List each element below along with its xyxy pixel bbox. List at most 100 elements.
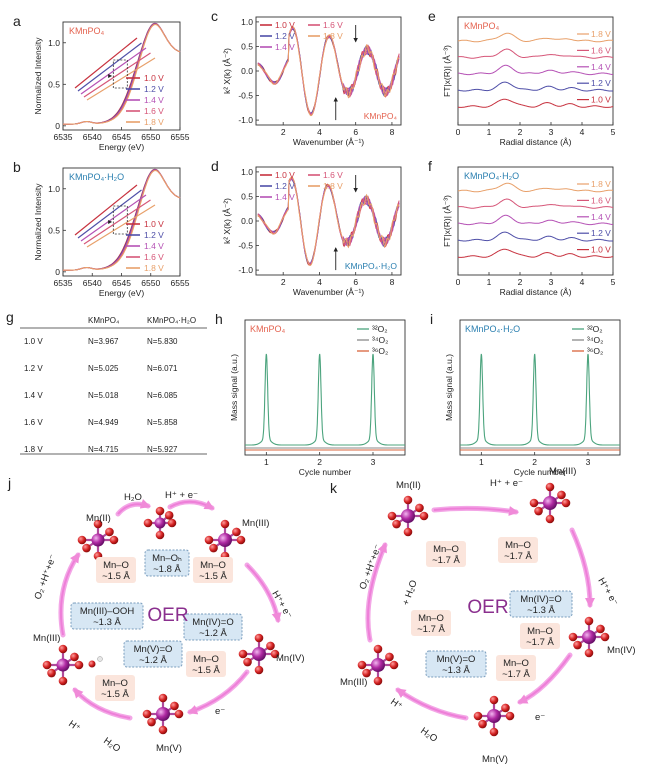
x-tick-label: 6555 [171,132,190,142]
y-tick-label: 0.5 [241,191,253,201]
ft-curve [457,214,614,226]
cycle-arrow [395,687,469,721]
oxygen-atom [243,657,252,667]
bond-text: Mn(V)=O [437,654,476,665]
x-axis-label: Energy (eV) [99,142,145,152]
oxygen-atom [147,717,156,727]
x-tick-label: 6535 [54,278,73,288]
oxygen-atom [82,543,91,553]
x-axis-label: Radial distance (Å) [500,137,572,147]
bond-text: ~1.3 Å [93,617,121,628]
legend-label: 1.6 V [144,252,164,262]
step-label: e⁻ [535,712,545,723]
oxygen-atom [270,649,280,659]
mn-atom [487,709,501,723]
y-tick-label: 0.5 [48,225,60,235]
oxygen-atom [557,490,566,500]
y-tick-label: -0.5 [238,241,253,251]
y-axis-label: Mass signal (a.u.) [444,354,454,421]
ft-panel-f: f 1.8 V 1.6 V 1.4 V 1.2 V 1.0 V KMnPO₄·H₂O 0 1 2 3… [428,158,616,297]
legend-label: ³²O₂ [372,324,388,334]
cycle-arrow-core [117,499,151,515]
panel-letter: c [211,8,218,24]
x-tick-label: 1 [479,457,484,467]
oxygen-atom [266,641,275,651]
table-cell: N=5.830 [147,337,178,346]
ft-curve [457,32,614,43]
bond-text: Mn–O [503,658,529,669]
x-tick-label: 3 [586,457,591,467]
bond-text: ~1.7 Å [502,669,530,680]
voltage-label: 1.2 V [591,78,611,88]
mn-complex [42,644,84,686]
oxygen-atom [473,711,483,721]
double-bond-box [144,549,190,577]
oxygen-atom [88,660,96,668]
ft-curve [457,81,614,92]
ft-curve [457,98,614,108]
x-tick-label: 0 [456,127,461,137]
oxygen-atom [389,660,399,670]
oxygen-atom [236,535,246,545]
oxygen-atom [545,482,555,492]
table-cell: N=5.018 [88,391,119,400]
y-tick-label: 1.0 [241,17,253,27]
zoom-box [112,205,128,235]
legend-label: 1.4 V [144,95,164,105]
cycle-arrow-core [517,654,571,704]
y-tick-label: 1.0 [48,38,60,48]
x-tick-label: 2 [532,457,537,467]
table-cell: N=5.927 [147,445,178,454]
exafs-curve [257,176,400,267]
oxygen-atom [167,518,177,528]
oxygen-atom [501,703,510,713]
oxygen-atom [254,633,264,643]
scheme-k: k Mn(II) Mn(III) Mn(IV) Mn(V) Mn(III) H⁺ + e⁻ H… [330,466,636,765]
y-tick-label: 1.0 [48,184,60,194]
mn-atom [218,533,232,547]
table-cell: 1.0 V [24,337,43,346]
oxygen-atom [392,519,401,529]
panel-letter: j [7,475,11,491]
x-tick-label: 5 [611,127,616,137]
state-label: Mn(V) [482,754,508,765]
y-axis-label: FT|x(R)| (Å⁻³) [442,45,452,97]
oxygen-atom [489,695,499,705]
mn-atom [371,658,385,672]
state-label: Mn(III) [549,466,576,477]
panel-letter: f [428,158,432,174]
panel-letter: a [13,13,21,29]
legend-label: 1.0 V [144,219,164,229]
oxygen-atom [58,644,68,654]
bond-text: Mn(V)=O [134,644,173,655]
oxygen-atom [209,543,218,553]
mn-atom [154,517,166,529]
bond-text: ~1.3 Å [527,605,555,616]
inset-curve [83,52,151,98]
x-tick-label: 4 [317,127,322,137]
bond-length-box [498,537,538,563]
legend-label: 1.0 V [275,170,295,180]
bond-text: Mn–O [527,626,553,637]
oxygen-atom [534,506,543,516]
table-cell: N=4.715 [88,445,119,454]
oxygen-atom [105,527,114,537]
inset-curve [86,204,156,248]
state-label: Mn(III) [340,677,367,688]
step-label: H⁺ [66,718,82,734]
x-tick-label: 8 [390,127,395,137]
bond-text: ~1.3 Å [442,665,470,676]
y-axis-label: Normalized Intensity [33,183,43,261]
legend-label: 1.4 V [144,241,164,251]
y-tick-label: 0.5 [48,79,60,89]
oxygen-atom [77,535,87,545]
oxygen-atom [142,709,152,719]
legend-label: ³⁶O₂ [372,346,388,356]
bond-text: ~1.8 Å [153,564,181,575]
bond-text: ~1.2 Å [139,655,167,666]
oxygen-atom [158,725,168,735]
oxygen-atom [158,693,168,703]
table-cell: N=6.085 [147,391,178,400]
state-label: Mn(III) [33,633,60,644]
exafs-curve [257,177,400,265]
